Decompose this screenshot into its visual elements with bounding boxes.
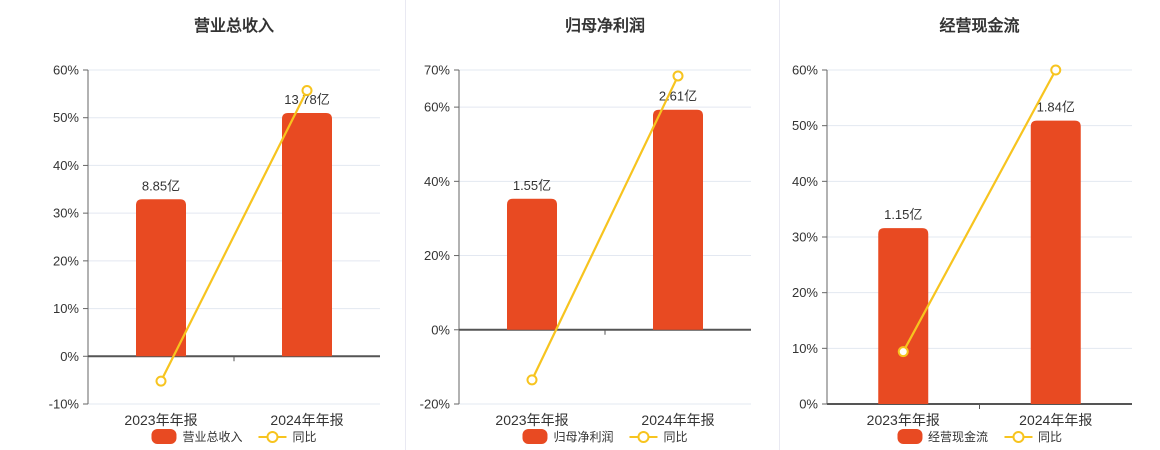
x-axis-label: 2023年年报	[495, 412, 568, 428]
y-axis-label: 60%	[424, 100, 450, 115]
y-axis-label: 20%	[424, 248, 450, 263]
yoy-marker-2024年年报[interactable]	[672, 70, 684, 82]
yoy-marker-2023年年报[interactable]	[897, 346, 909, 358]
panel-total-revenue: 营业总收入 60% 50% 40% 30% 20% 10% 0% -10% 8.85亿 13.78…	[0, 0, 405, 450]
bar-2024年年报[interactable]	[1030, 120, 1081, 404]
y-axis-label: 70%	[424, 63, 450, 78]
legend-item-bar-series[interactable]: 营业总收入	[151, 428, 243, 445]
legend-label: 归母净利润	[553, 430, 614, 444]
panel-net-profit: 归母净利润 70% 60% 40% 20% 0% -20% 1.55亿 2.61亿 2023年年…	[405, 0, 779, 450]
yoy-marker-2024年年报[interactable]	[301, 85, 313, 97]
chart-canvas-net-profit[interactable]: 70% 60% 40% 20% 0% -20% 1.55亿 2.61亿 2023年年报 2024年…	[406, 0, 780, 450]
bar-2023年年报[interactable]	[136, 199, 186, 357]
y-axis-label: 10%	[53, 301, 79, 316]
yoy-line	[531, 75, 679, 381]
yoy-marker-2023年年报[interactable]	[526, 374, 538, 386]
y-axis-label: 20%	[53, 253, 79, 268]
chart-title: 归母净利润	[564, 18, 646, 35]
legend-item-bar-series[interactable]: 归母净利润	[522, 428, 614, 445]
y-axis-label: 60%	[53, 63, 79, 78]
y-axis-label: 50%	[53, 110, 79, 125]
legend-item-line-series[interactable]: 同比	[258, 428, 317, 445]
y-axis-label: -20%	[420, 397, 451, 412]
bar-value-label: 8.85亿	[142, 178, 180, 193]
legend-label: 营业总收入	[182, 430, 243, 444]
x-axis-label: 2024年年报	[641, 412, 714, 428]
bar-value-label: 2.61亿	[659, 89, 697, 104]
y-axis-label: 30%	[792, 230, 818, 245]
legend-item-line-series[interactable]: 同比	[1004, 428, 1062, 445]
x-axis-label: 2023年年报	[867, 412, 940, 428]
bar-2024年年报[interactable]	[653, 109, 703, 330]
y-axis-label: 20%	[792, 285, 818, 300]
legend-label: 同比	[292, 430, 317, 444]
yoy-line	[160, 90, 308, 382]
chart-canvas-revenue[interactable]: 60% 50% 40% 30% 20% 10% 0% -10% 8.85亿 13.78亿 2023年…	[0, 0, 405, 450]
chart-title: 营业总收入	[193, 18, 275, 35]
x-axis-label: 2023年年报	[124, 412, 197, 428]
yoy-marker-2023年年报[interactable]	[155, 375, 167, 387]
legend-item-bar-series[interactable]: 经营现金流	[896, 428, 988, 445]
y-axis-label: 40%	[792, 174, 818, 189]
bar-value-label: 1.84亿	[1037, 100, 1075, 115]
bar-2023年年报[interactable]	[507, 198, 557, 330]
chart-title: 经营现金流	[939, 18, 1020, 35]
legend-item-line-series[interactable]: 同比	[629, 428, 688, 445]
line-series-marker-icon	[1004, 430, 1032, 444]
y-axis-label: 40%	[424, 174, 450, 189]
line-series-marker-icon	[629, 430, 658, 444]
y-axis-label: 0%	[60, 349, 79, 364]
x-axis-label: 2024年年报	[1019, 412, 1092, 428]
bar-2024年年报[interactable]	[282, 112, 332, 357]
y-axis-label: 60%	[792, 63, 818, 78]
legend-label: 经营现金流	[927, 430, 988, 444]
line-series-marker-icon	[258, 430, 287, 444]
legend-label: 同比	[663, 430, 688, 444]
panel-operating-cash-flow: 经营现金流 60% 50% 40% 30% 20% 10% 0% 1.15亿 1.84亿 2023…	[779, 0, 1160, 450]
y-axis-label: 0%	[431, 322, 450, 337]
y-axis-label: 10%	[792, 341, 818, 356]
yoy-marker-2024年年报[interactable]	[1050, 64, 1062, 76]
y-axis-label: 50%	[792, 118, 818, 133]
y-axis-label: -10%	[49, 397, 80, 412]
bar-series-swatch-icon	[896, 429, 922, 444]
yoy-line	[902, 69, 1057, 353]
bar-series-swatch-icon	[522, 429, 548, 444]
y-axis-label: 40%	[53, 158, 79, 173]
y-axis-label: 0%	[799, 397, 818, 412]
bar-value-label: 1.55亿	[513, 178, 551, 193]
legend: 经营现金流 同比	[896, 428, 1062, 445]
bar-value-label: 13.78亿	[284, 92, 330, 107]
legend: 营业总收入 同比	[151, 428, 317, 445]
x-axis-label: 2024年年报	[270, 412, 343, 428]
bar-series-swatch-icon	[151, 429, 177, 444]
y-axis-label: 30%	[53, 206, 79, 221]
legend: 归母净利润 同比	[522, 428, 688, 445]
legend-label: 同比	[1038, 430, 1063, 444]
bar-value-label: 1.15亿	[884, 207, 922, 222]
bar-2023年年报[interactable]	[878, 228, 929, 404]
chart-canvas-cash-flow[interactable]: 60% 50% 40% 30% 20% 10% 0% 1.15亿 1.84亿 2023年年报 202…	[780, 0, 1160, 450]
